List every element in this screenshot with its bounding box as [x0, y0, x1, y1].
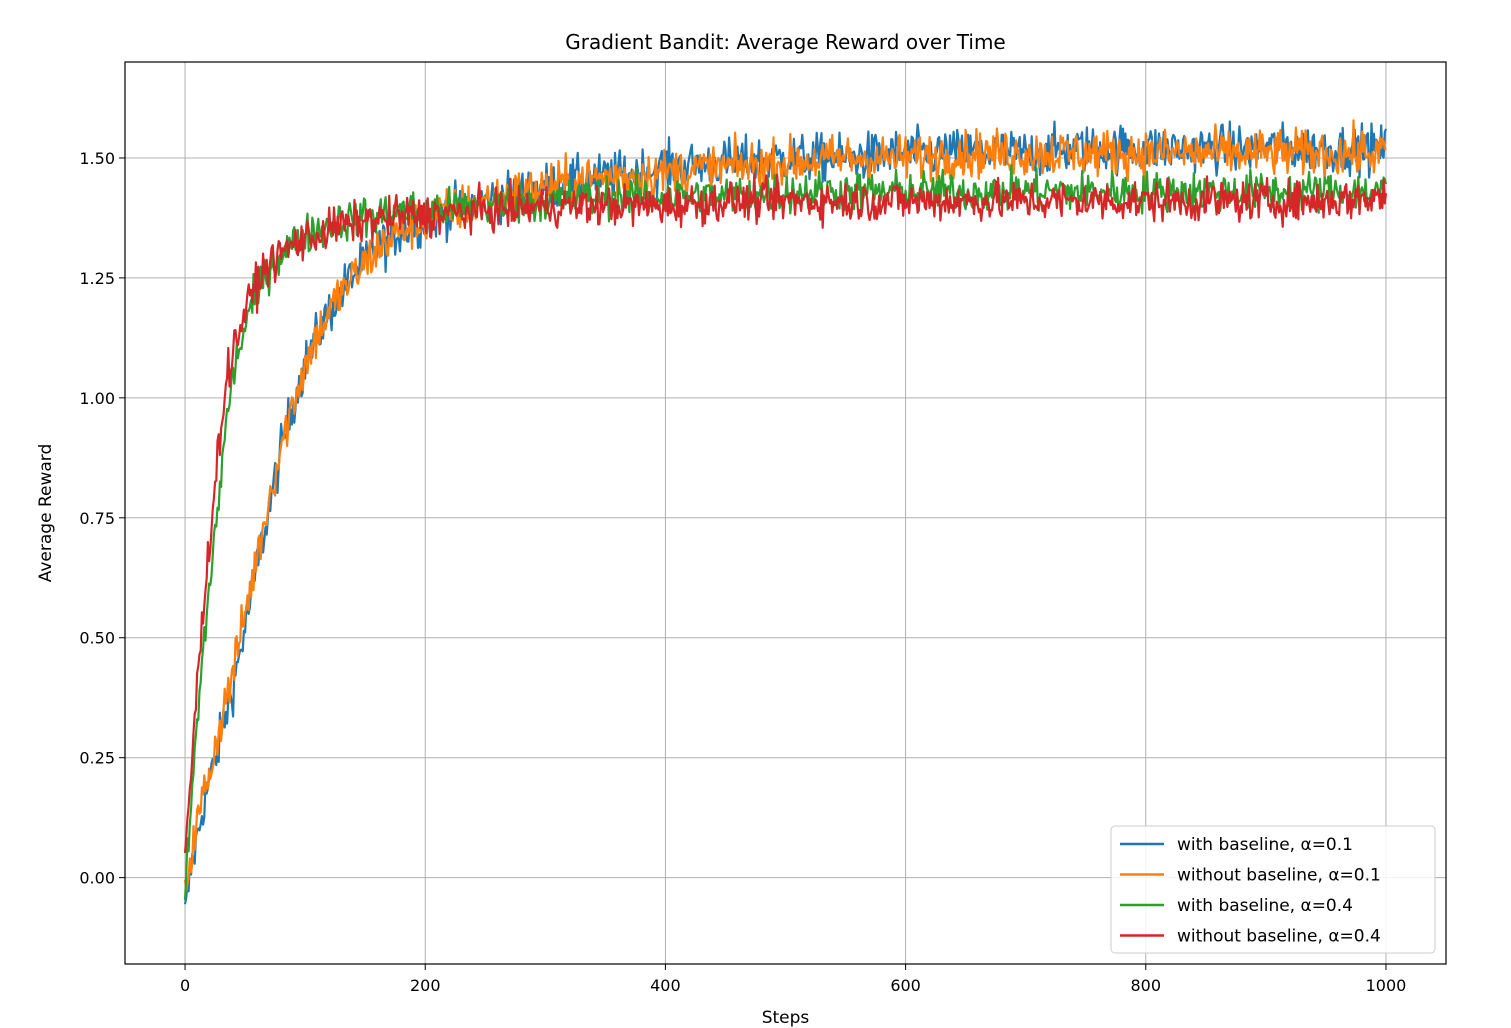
y-tick-label: 0.50 [79, 629, 115, 648]
y-tick-label: 0.25 [79, 749, 115, 768]
legend-label: with baseline, α=0.4 [1177, 896, 1353, 916]
x-tick-label: 800 [1130, 976, 1161, 995]
x-axis-label: Steps [762, 1008, 810, 1028]
x-tick-label: 0 [180, 976, 190, 995]
series-layer [183, 119, 1388, 905]
grid-lines [125, 62, 1446, 964]
legend-box [1110, 825, 1436, 954]
legend-label: with baseline, α=0.1 [1177, 835, 1353, 855]
series-line [183, 173, 1388, 854]
legend-label: without baseline, α=0.1 [1177, 866, 1381, 886]
x-tick-label: 600 [890, 976, 921, 995]
y-tick-label: 0.75 [79, 509, 115, 528]
x-tick-label: 1000 [1366, 976, 1407, 995]
plot-frame [124, 61, 1447, 965]
legend: with baseline, α=0.1 without baseline, α=… [1110, 825, 1436, 954]
y-tick-label: 1.50 [79, 149, 115, 168]
y-tick-label: 0.00 [79, 869, 115, 888]
series-line [183, 119, 1387, 892]
x-tick-label: 400 [650, 976, 681, 995]
series-line [183, 164, 1388, 901]
y-axis-label: Average Reward [36, 444, 56, 583]
x-tick-label: 200 [410, 976, 441, 995]
y-axis-ticks: 0.00 0.25 0.50 0.75 1.00 1.25 1.50 [79, 149, 125, 888]
chart-title: Gradient Bandit: Average Reward over Tim… [565, 30, 1005, 54]
legend-label: without baseline, α=0.4 [1177, 927, 1381, 947]
y-tick-label: 1.25 [79, 269, 115, 288]
x-axis-ticks: 0 200 400 600 800 1000 [180, 964, 1406, 995]
y-tick-label: 1.00 [79, 389, 115, 408]
